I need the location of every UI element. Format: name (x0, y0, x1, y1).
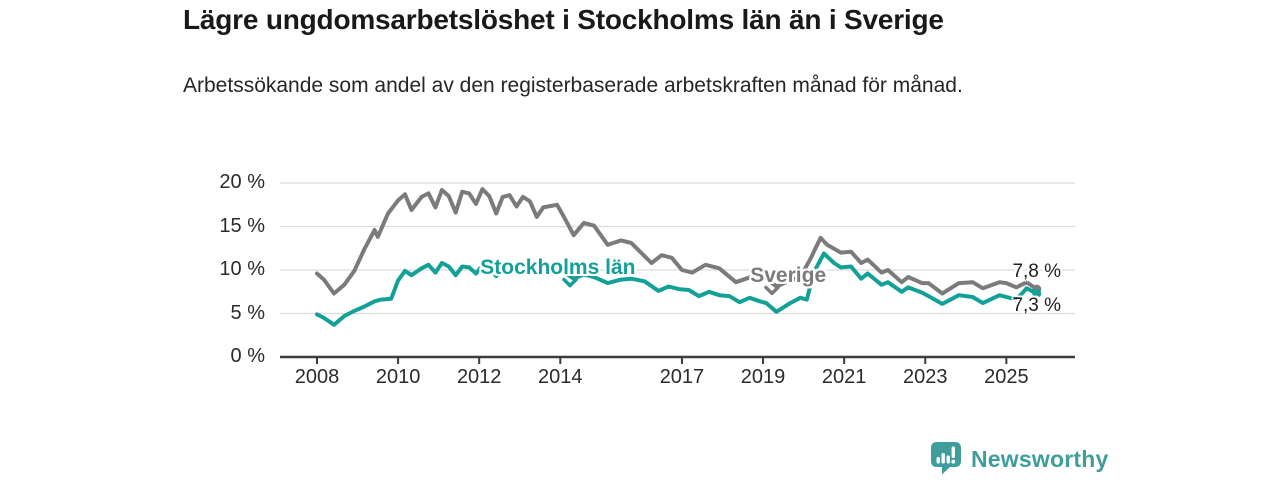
series-line-sverige (315, 187, 1039, 296)
y-tick-label-10: 10 % (219, 258, 265, 280)
y-tick-label-20: 20 % (219, 171, 265, 193)
chart-subtitle: Arbetssökande som andel av den registerb… (183, 74, 963, 97)
series-end-dot (1032, 288, 1042, 298)
x-tick-label-2014: 2014 (538, 366, 583, 388)
x-tick-label-2023: 2023 (903, 366, 948, 388)
x-tick-label-2025: 2025 (984, 366, 1029, 388)
x-tick-label-2012: 2012 (456, 366, 502, 388)
chart-title: Lägre ungdomsarbetslöshet i Stockholms l… (183, 4, 944, 35)
y-tick-label-0: 0 % (230, 345, 265, 367)
x-tick-label-2008: 2008 (294, 366, 340, 388)
annotation-caret-icon (764, 285, 780, 296)
series-label-stockholms-län: Stockholms län (480, 255, 636, 279)
x-tick-label-2010: 2010 (375, 366, 421, 388)
end-value-label-stockholms-län: 7,3 % (1012, 295, 1062, 317)
end-value-label-sverige: 7,8 % (1012, 261, 1062, 283)
series-label-sverige: Sverige (750, 264, 827, 288)
brand-name: Newsworthy (971, 445, 1109, 472)
newsworthy-logo-icon (931, 442, 961, 475)
annotation-caret-icon (562, 277, 578, 288)
x-tick-label-2019: 2019 (740, 366, 786, 388)
series-line-stockholms-län (315, 251, 1039, 327)
x-tick-label-2021: 2021 (821, 366, 867, 388)
y-tick-label-15: 15 % (219, 214, 265, 237)
y-tick-label-5: 5 % (230, 301, 265, 324)
brand-footer: Newsworthy (931, 442, 1108, 476)
x-tick-label-2017: 2017 (659, 366, 705, 388)
